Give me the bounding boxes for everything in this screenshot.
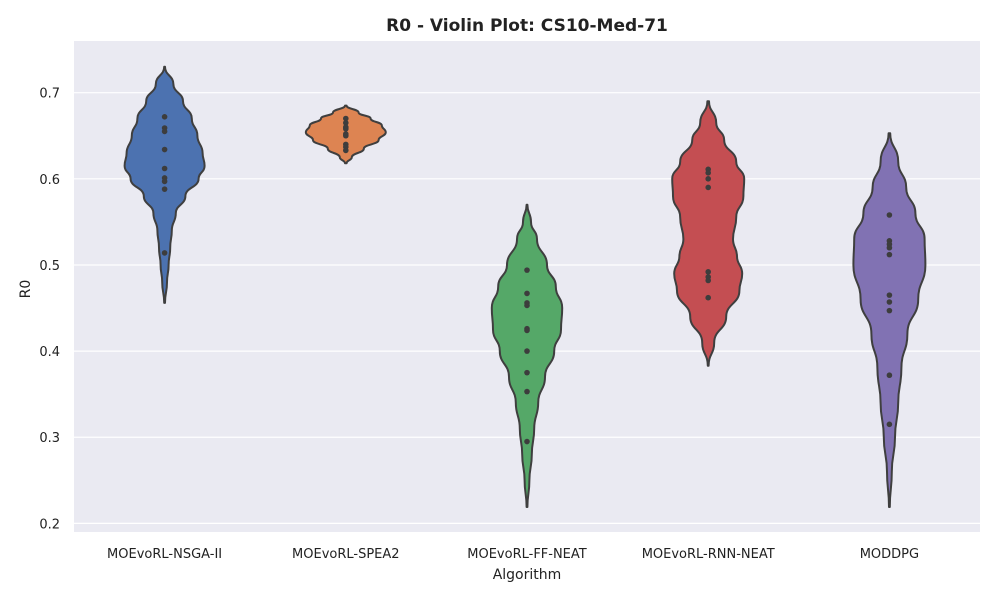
y-tick-label: 0.3	[39, 431, 60, 446]
data-point	[343, 132, 349, 139]
data-point	[343, 147, 349, 154]
data-point	[886, 299, 893, 305]
data-point	[524, 388, 530, 395]
data-point	[705, 269, 711, 275]
data-point	[524, 267, 530, 273]
violin-body	[490, 203, 564, 508]
x-tick-label: MOEvoRL-FF-NEAT	[467, 547, 587, 562]
data-point	[161, 250, 168, 256]
data-point	[161, 146, 168, 153]
x-tick-label: MOEvoRL-RNN-NEAT	[642, 547, 775, 562]
x-axis-label: Algorithm	[493, 567, 562, 583]
data-point	[343, 115, 349, 122]
data-point	[886, 251, 893, 258]
data-point	[524, 438, 530, 445]
data-point	[161, 165, 168, 172]
data-point	[886, 421, 893, 428]
data-point	[524, 290, 530, 297]
data-point	[524, 369, 530, 376]
data-point	[161, 128, 168, 135]
violin-body	[123, 65, 206, 304]
data-point	[161, 186, 168, 192]
data-point	[705, 169, 711, 176]
data-point	[886, 372, 893, 379]
violins	[123, 65, 927, 508]
y-tick-label: 0.7	[39, 87, 60, 102]
y-tick-label: 0.5	[39, 259, 60, 274]
data-point	[886, 212, 893, 218]
data-point	[161, 114, 168, 120]
data-point	[343, 126, 349, 132]
data-point	[705, 277, 711, 284]
data-point	[524, 327, 530, 334]
y-axis-label: R0	[18, 280, 34, 299]
violin-body	[671, 100, 746, 367]
data-point	[161, 178, 168, 185]
data-point	[705, 176, 711, 182]
x-tick-label: MOEvoRL-SPEA2	[292, 547, 400, 562]
data-point	[886, 307, 893, 314]
data-point	[343, 120, 349, 126]
x-tick-label: MODDPG	[860, 547, 919, 562]
chart-title: R0 - Violin Plot: CS10-Med-71	[386, 16, 668, 36]
y-tick-labels: 0.2 0.3 0.4 0.5 0.6 0.7	[39, 87, 60, 533]
data-point	[524, 348, 530, 354]
data-point	[886, 244, 893, 251]
y-tick-label: 0.2	[39, 517, 60, 532]
x-tick-labels: MOEvoRL-NSGA-II MOEvoRL-SPEA2 MOEvoRL-FF-N…	[107, 547, 919, 562]
x-tick-label: MOEvoRL-NSGA-II	[107, 547, 222, 562]
y-tick-label: 0.6	[39, 173, 60, 188]
data-point	[524, 302, 530, 309]
data-point	[705, 184, 711, 191]
y-tick-label: 0.4	[39, 345, 60, 360]
data-point	[886, 292, 893, 298]
violin-body	[852, 132, 927, 508]
data-point	[705, 294, 711, 301]
